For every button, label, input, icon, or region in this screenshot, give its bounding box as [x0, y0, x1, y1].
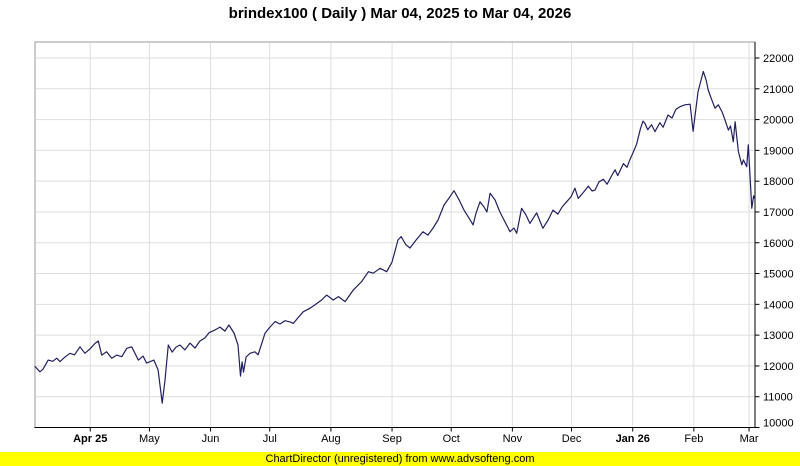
x-axis-label: Sep — [382, 433, 402, 445]
price-line-series — [34, 70, 756, 404]
x-axis-label: Jul — [263, 433, 277, 445]
y-axis-label: 21000 — [763, 84, 794, 96]
y-axis-label: 22000 — [763, 53, 794, 65]
x-axis-label: Dec — [562, 433, 582, 445]
y-axis-label: 12000 — [763, 361, 794, 373]
plot-border — [34, 41, 756, 428]
y-axis-label: 14000 — [763, 299, 794, 311]
x-axis-label: Jan 26 — [616, 433, 650, 445]
x-axis-label: Feb — [684, 433, 703, 445]
y-axis-label: 10000 — [763, 418, 794, 430]
y-axis-label: 15000 — [763, 269, 794, 281]
x-axis-label: Jun — [202, 433, 220, 445]
y-axis-label: 16000 — [763, 238, 794, 250]
footer-banner: ChartDirector (unregistered) from www.ad… — [0, 452, 800, 466]
x-axis-label: Nov — [503, 433, 523, 445]
y-axis-label: 19000 — [763, 145, 794, 157]
chart-title: brindex100 ( Daily ) Mar 04, 2025 to Mar… — [228, 5, 572, 22]
y-axis-label: 18000 — [763, 176, 794, 188]
y-axis-label: 11000 — [763, 392, 793, 404]
x-axis-label: Mar — [740, 433, 759, 445]
x-axis-label: Aug — [321, 433, 341, 445]
y-axis-label: 13000 — [763, 330, 794, 342]
price-chart-canvas: Apr 25 May Jun Jul Aug Sep Oct Nov Dec Jan 26 Feb M… — [34, 41, 794, 445]
x-axis-label: Oct — [443, 433, 460, 445]
footer-credit-text: ChartDirector (unregistered) from www.ad… — [265, 453, 535, 465]
x-axis-label: May — [139, 433, 160, 445]
y-axis-label: 17000 — [763, 207, 794, 219]
y-axis-label: 20000 — [763, 115, 794, 127]
x-axis-label: Apr 25 — [73, 433, 107, 445]
